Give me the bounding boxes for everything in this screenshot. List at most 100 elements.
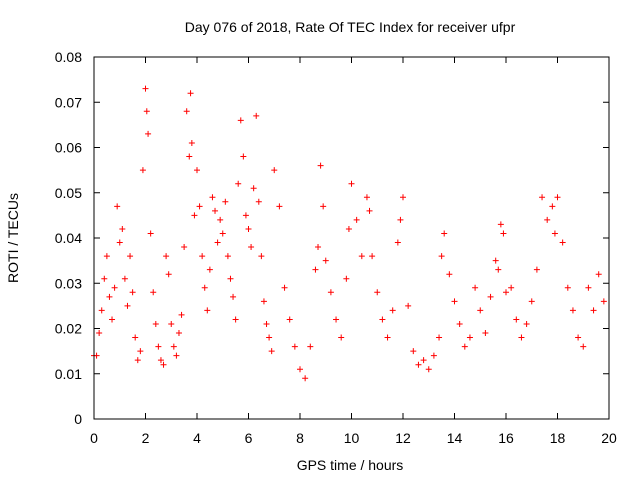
data-point <box>492 257 499 264</box>
data-point <box>369 253 376 260</box>
x-tick-label: 10 <box>344 430 360 446</box>
data-point <box>348 180 355 187</box>
plot-frame <box>93 56 610 420</box>
data-point <box>268 348 275 355</box>
x-axis-ticks: 0 2 4 6 8 10 12 14 16 18 20 <box>90 57 617 446</box>
y-tick-label: 0.08 <box>55 49 82 65</box>
data-point <box>240 153 247 160</box>
data-point <box>438 253 445 260</box>
data-point <box>487 293 494 300</box>
y-axis-label: ROTI / TECUs <box>5 193 21 283</box>
data-point <box>466 334 473 341</box>
data-point <box>111 284 118 291</box>
chart-title: Day 076 of 2018, Rate Of TEC Index for r… <box>185 19 516 35</box>
data-point <box>160 361 167 368</box>
x-tick-label: 6 <box>245 430 253 446</box>
data-point <box>436 334 443 341</box>
data-point <box>212 207 219 214</box>
data-point <box>366 207 373 214</box>
data-point <box>152 320 159 327</box>
data-point <box>170 343 177 350</box>
data-point <box>327 289 334 296</box>
data-point <box>201 284 208 291</box>
data-point <box>209 194 216 201</box>
data-point <box>230 293 237 300</box>
data-point <box>353 216 360 223</box>
data-point <box>358 253 365 260</box>
data-point <box>425 366 432 373</box>
data-point <box>281 284 288 291</box>
data-point <box>173 352 180 359</box>
data-point <box>549 203 556 210</box>
x-tick-label: 18 <box>550 430 566 446</box>
x-tick-label: 12 <box>395 430 411 446</box>
data-point <box>242 212 249 219</box>
data-point <box>194 167 200 174</box>
data-point <box>235 180 242 187</box>
data-point <box>143 108 150 115</box>
data-point <box>114 203 121 210</box>
y-axis-ticks: 0 0.01 0.02 0.03 0.04 0.05 0.06 0.07 0.08 <box>55 49 609 427</box>
data-point <box>590 307 597 314</box>
data-point <box>575 334 582 341</box>
data-point <box>495 266 502 273</box>
data-point <box>441 230 448 237</box>
data-point <box>187 90 194 97</box>
data-point <box>232 316 239 323</box>
data-point <box>379 316 386 323</box>
data-point <box>199 253 206 260</box>
data-point <box>271 167 278 174</box>
data-point <box>101 275 108 282</box>
data-point <box>477 307 484 314</box>
data-point <box>245 225 252 232</box>
data-point <box>258 253 265 260</box>
data-point <box>554 194 561 201</box>
data-point <box>315 244 322 251</box>
data-point <box>544 216 551 223</box>
data-point <box>165 271 172 278</box>
data-point <box>302 375 309 382</box>
data-point <box>374 289 381 296</box>
data-point <box>150 289 157 296</box>
data-point <box>214 239 221 246</box>
data-point <box>188 139 195 146</box>
data-point <box>224 253 231 260</box>
data-point <box>472 284 479 291</box>
data-point <box>291 343 298 350</box>
data-point <box>389 307 396 314</box>
x-tick-label: 0 <box>90 430 98 446</box>
data-point <box>320 203 327 210</box>
y-tick-label: 0.02 <box>55 321 82 337</box>
y-tick-label: 0.06 <box>55 140 82 156</box>
data-point <box>134 357 141 364</box>
data-point <box>255 198 262 205</box>
data-point <box>250 185 257 192</box>
data-point <box>157 357 164 364</box>
data-point <box>263 320 270 327</box>
data-point <box>503 289 509 296</box>
data-point <box>119 225 126 232</box>
data-point <box>178 311 185 318</box>
data-point <box>196 203 203 210</box>
y-tick-label: 0.05 <box>55 185 82 201</box>
data-point <box>580 343 587 350</box>
data-point <box>137 348 144 355</box>
data-point <box>297 366 303 373</box>
data-point <box>539 194 546 201</box>
data-point <box>400 194 406 201</box>
data-point <box>600 298 607 305</box>
data-point <box>564 284 571 291</box>
data-point <box>518 334 525 341</box>
data-point <box>142 85 149 92</box>
data-point <box>186 153 193 160</box>
data-point <box>384 334 391 341</box>
data-point <box>345 225 352 232</box>
data-point <box>559 239 566 246</box>
data-point <box>248 244 255 251</box>
data-point <box>446 271 453 278</box>
data-point <box>497 221 504 228</box>
data-point <box>206 266 213 273</box>
y-tick-label: 0 <box>74 411 82 427</box>
data-point <box>266 334 273 341</box>
data-point <box>175 330 182 337</box>
